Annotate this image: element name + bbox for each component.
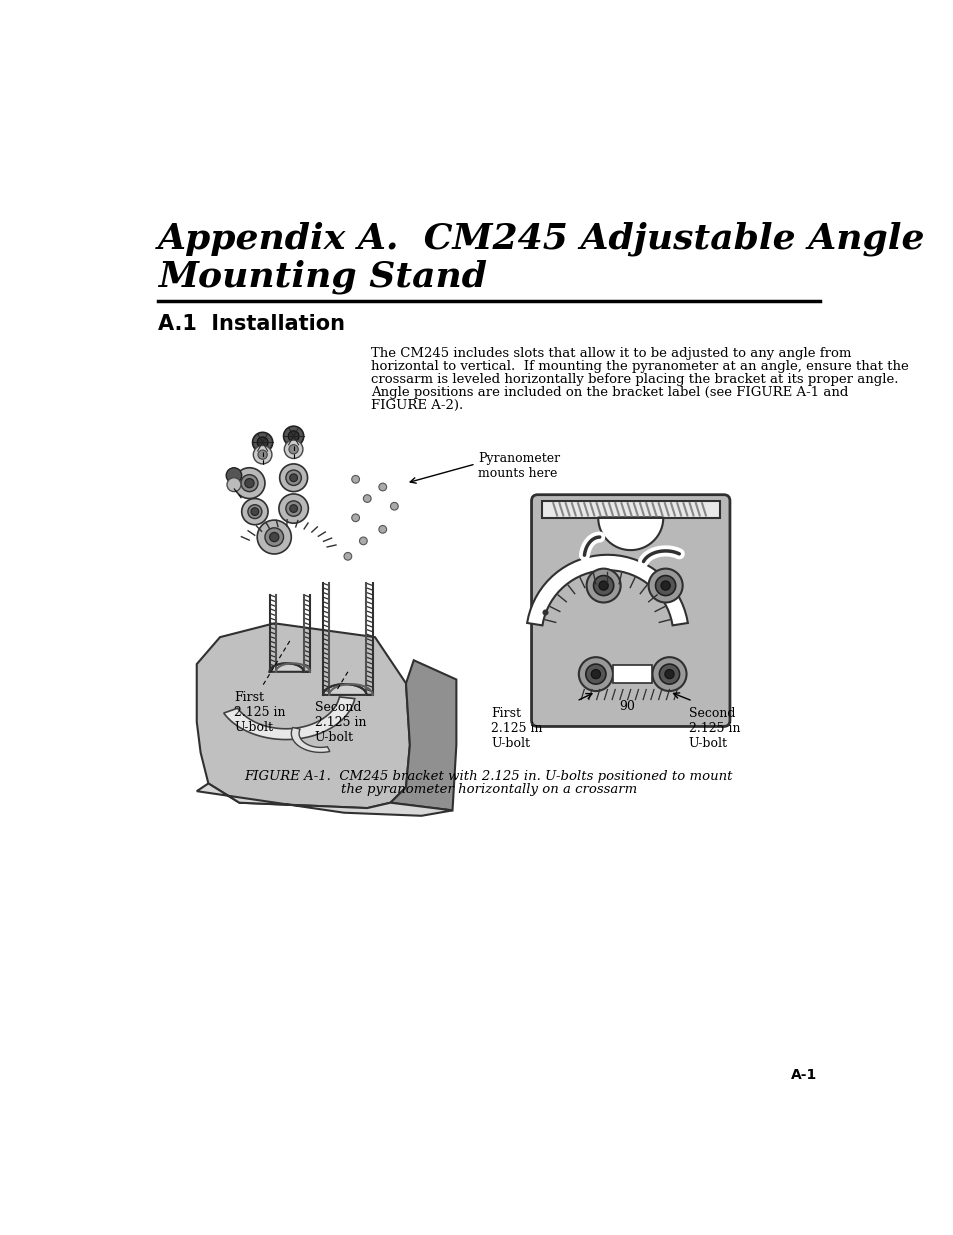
Circle shape [591, 669, 599, 679]
Circle shape [288, 431, 298, 442]
Circle shape [290, 505, 297, 513]
Circle shape [227, 478, 241, 492]
Circle shape [664, 669, 674, 679]
Circle shape [352, 514, 359, 521]
Circle shape [352, 475, 359, 483]
Circle shape [586, 568, 620, 603]
Text: horizontal to vertical.  If mounting the pyranometer at an angle, ensure that th: horizontal to vertical. If mounting the … [371, 359, 908, 373]
Circle shape [248, 505, 261, 519]
Circle shape [598, 580, 608, 590]
Circle shape [278, 494, 308, 524]
Circle shape [284, 440, 303, 458]
Circle shape [279, 464, 307, 492]
Circle shape [593, 576, 613, 595]
Circle shape [585, 664, 605, 684]
Circle shape [226, 468, 241, 483]
FancyBboxPatch shape [531, 495, 729, 726]
Polygon shape [598, 517, 662, 550]
Circle shape [542, 610, 547, 615]
Circle shape [378, 526, 386, 534]
Circle shape [270, 532, 278, 542]
Circle shape [655, 576, 675, 595]
Text: Second
2.125 in
U-bolt: Second 2.125 in U-bolt [688, 708, 740, 750]
Polygon shape [196, 783, 452, 816]
Text: First
2.125 in
U-bolt: First 2.125 in U-bolt [233, 692, 285, 734]
Text: The CM245 includes slots that allow it to be adjusted to any angle from: The CM245 includes slots that allow it t… [371, 347, 851, 359]
Text: Pyranometer
mounts here: Pyranometer mounts here [477, 452, 559, 480]
Polygon shape [196, 624, 410, 808]
Text: Angle positions are included on the bracket label (see FIGURE A-1 and: Angle positions are included on the brac… [371, 387, 847, 399]
Text: FIGURE A-1.  CM245 bracket with 2.125 in. U-bolts positioned to mount: FIGURE A-1. CM245 bracket with 2.125 in.… [244, 771, 733, 783]
Text: First
2.125 in
U-bolt: First 2.125 in U-bolt [491, 708, 542, 750]
Polygon shape [291, 727, 330, 752]
Circle shape [253, 446, 272, 464]
Text: A.1  Installation: A.1 Installation [158, 314, 345, 333]
Circle shape [659, 664, 679, 684]
Text: Mounting Stand: Mounting Stand [158, 259, 486, 294]
Polygon shape [390, 661, 456, 810]
Circle shape [652, 657, 686, 692]
Circle shape [245, 478, 253, 488]
Polygon shape [527, 555, 687, 625]
Circle shape [253, 432, 273, 452]
Circle shape [378, 483, 386, 490]
Polygon shape [224, 697, 355, 740]
Circle shape [660, 580, 670, 590]
Circle shape [233, 468, 265, 499]
Circle shape [257, 437, 268, 448]
Circle shape [648, 568, 682, 603]
Text: Appendix A.  CM245 Adjustable Angle: Appendix A. CM245 Adjustable Angle [158, 221, 924, 256]
Text: FIGURE A-2).: FIGURE A-2). [371, 399, 463, 412]
Circle shape [578, 657, 612, 692]
Polygon shape [612, 664, 652, 683]
Text: crossarm is leveled horizontally before placing the bracket at its proper angle.: crossarm is leveled horizontally before … [371, 373, 898, 387]
Text: 90: 90 [618, 699, 635, 713]
Circle shape [390, 503, 397, 510]
Circle shape [363, 495, 371, 503]
Circle shape [286, 501, 301, 516]
Circle shape [241, 499, 268, 525]
Circle shape [286, 471, 301, 485]
Circle shape [251, 508, 258, 515]
Polygon shape [541, 501, 720, 517]
Circle shape [283, 426, 303, 446]
Circle shape [344, 552, 352, 561]
Circle shape [241, 474, 257, 492]
Circle shape [289, 445, 298, 454]
Polygon shape [270, 663, 310, 672]
Circle shape [359, 537, 367, 545]
Circle shape [257, 450, 267, 459]
Circle shape [265, 527, 283, 546]
Circle shape [257, 520, 291, 555]
Polygon shape [323, 684, 373, 695]
Circle shape [290, 474, 297, 482]
Text: A-1: A-1 [790, 1068, 816, 1082]
Text: the pyranometer horizontally on a crossarm: the pyranometer horizontally on a crossa… [340, 783, 637, 797]
Text: Second
2.125 in
U-bolt: Second 2.125 in U-bolt [314, 701, 366, 743]
